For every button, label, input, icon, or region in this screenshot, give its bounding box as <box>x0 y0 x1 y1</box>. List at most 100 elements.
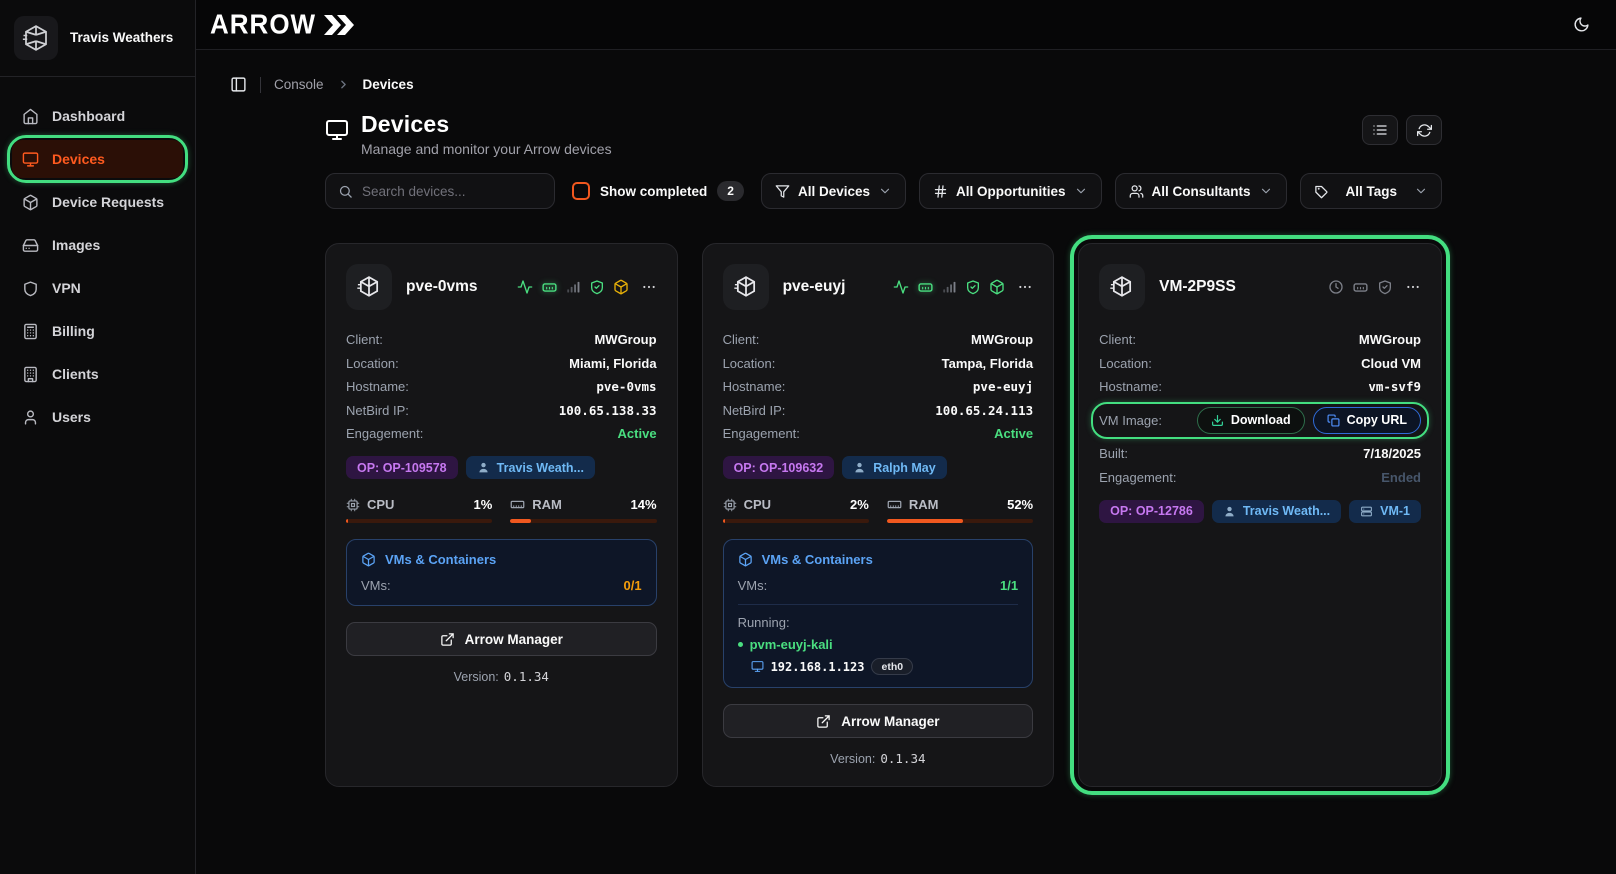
arrow-manager-label: Arrow Manager <box>841 714 939 729</box>
breadcrumb-divider <box>260 77 261 93</box>
package-icon <box>22 194 39 211</box>
main-area: ARROW Console Devices <box>196 0 1616 874</box>
search-box[interactable] <box>325 173 555 209</box>
cpu-label: CPU <box>744 497 771 512</box>
vm-ip-row: 192.168.1.123 eth0 <box>738 658 1019 675</box>
version-value: 0.1.34 <box>880 751 925 766</box>
chevron-down-icon <box>1074 184 1088 198</box>
built-row: Built: 7/18/2025 <box>1099 446 1421 461</box>
vms-count: 0/1 <box>623 578 641 593</box>
server-icon <box>1360 505 1373 518</box>
vm-image-label: VM Image: <box>1099 413 1162 428</box>
built-label: Built: <box>1099 446 1128 461</box>
client-row: Client: MWGroup <box>346 332 657 347</box>
dark-mode-toggle[interactable] <box>1573 16 1590 33</box>
location-label: Location: <box>723 356 776 371</box>
ram-bar-fill <box>510 519 530 523</box>
arrow-manager-button[interactable]: Arrow Manager <box>346 622 657 656</box>
filter-all-opportunities[interactable]: All Opportunities <box>919 173 1102 209</box>
vms-containers-panel: VMs & Containers VMs: 1/1 Running: pvm-e… <box>723 539 1034 688</box>
sidebar-item-label: Dashboard <box>52 108 125 124</box>
breadcrumb-console[interactable]: Console <box>274 77 324 92</box>
engagement-label: Engagement: <box>346 426 423 441</box>
consultant-badge[interactable]: Ralph May <box>842 456 947 479</box>
sidebar-item-label: Images <box>52 237 100 253</box>
sidebar-user-header[interactable]: Travis Weathers <box>0 0 195 77</box>
cpu-percent: 1% <box>473 497 492 512</box>
cpu-meter: CPU 2% <box>723 497 869 523</box>
resource-meters: CPU 2% RAM 52% <box>723 497 1034 523</box>
sidebar-item-label: Devices <box>52 151 105 167</box>
netbird-ip-row: NetBird IP: 100.65.138.33 <box>346 403 657 418</box>
filter-all-consultants[interactable]: All Consultants <box>1115 173 1287 209</box>
consultant-badge-label: Travis Weath... <box>497 461 584 475</box>
copy-url-button[interactable]: Copy URL <box>1313 407 1421 434</box>
green-dot-icon <box>738 642 743 647</box>
device-avatar <box>1099 264 1145 310</box>
card-menu-button[interactable] <box>641 279 657 295</box>
device-card-pve-0vms: pve-0vms <box>325 243 678 787</box>
consultant-badge[interactable]: Travis Weath... <box>1212 500 1341 523</box>
cpu-icon <box>723 498 737 512</box>
chevron-down-icon <box>1259 184 1273 198</box>
cpu-bar-fill <box>723 519 726 523</box>
device-cards-grid: pve-0vms <box>325 243 1442 787</box>
person-icon <box>477 461 490 474</box>
consultant-badge[interactable]: Travis Weath... <box>466 456 595 479</box>
refresh-button[interactable] <box>1406 115 1442 145</box>
building-icon <box>22 366 39 383</box>
show-completed-checkbox[interactable] <box>572 182 590 200</box>
arrow-wordmark: ARROW <box>210 9 356 40</box>
vm-badge[interactable]: VM-1 <box>1349 500 1421 523</box>
search-input[interactable] <box>362 184 542 199</box>
download-button[interactable]: Download <box>1197 407 1305 434</box>
opportunity-badge[interactable]: OP: OP-109578 <box>346 456 458 479</box>
vms-count: 1/1 <box>1000 578 1018 593</box>
ram-icon <box>510 497 525 512</box>
sidebar-item-dashboard[interactable]: Dashboard <box>12 97 183 135</box>
hard-drive-icon <box>22 237 39 254</box>
filter-all-tags[interactable]: All Tags <box>1300 173 1442 209</box>
show-completed-toggle[interactable]: Show completed 2 <box>568 181 748 201</box>
ram-meter: RAM 52% <box>887 497 1033 523</box>
card-menu-button[interactable] <box>1017 279 1033 295</box>
monitor-icon <box>325 118 349 157</box>
sidebar-item-images[interactable]: Images <box>12 226 183 264</box>
sidebar-item-users[interactable]: Users <box>12 398 183 436</box>
ram-label: RAM <box>909 497 939 512</box>
cpu-icon <box>346 498 360 512</box>
panel-divider <box>738 604 1019 605</box>
built-value: 7/18/2025 <box>1363 446 1421 461</box>
location-value: Cloud VM <box>1361 356 1421 371</box>
card-menu-button[interactable] <box>1405 279 1421 295</box>
running-label: Running: <box>738 615 1019 630</box>
ellipsis-icon <box>641 279 657 295</box>
cpu-bar-fill <box>346 519 348 523</box>
sidebar-item-device-requests[interactable]: Device Requests <box>12 183 183 221</box>
sidebar-user-name: Travis Weathers <box>70 30 173 46</box>
engagement-row: Engagement: Active <box>723 426 1034 441</box>
list-view-button[interactable] <box>1362 115 1398 145</box>
filter-all-devices[interactable]: All Devices <box>761 173 906 209</box>
opportunity-badge[interactable]: OP: OP-12786 <box>1099 500 1204 523</box>
vms-label: VMs: <box>361 578 391 593</box>
ellipsis-icon <box>1017 279 1033 295</box>
resource-meters: CPU 1% RAM 14% <box>346 497 657 523</box>
hostname-label: Hostname: <box>1099 379 1162 394</box>
sidebar-item-devices[interactable]: Devices <box>12 140 183 178</box>
netbird-ip-row: NetBird IP: 100.65.24.113 <box>723 403 1034 418</box>
sidebar-item-vpn[interactable]: VPN <box>12 269 183 307</box>
client-label: Client: <box>723 332 760 347</box>
cpu-meter: CPU 1% <box>346 497 492 523</box>
hostname-row: Hostname: pve-euyj <box>723 379 1034 394</box>
sidebar-item-billing[interactable]: Billing <box>12 312 183 350</box>
memory-status-icon <box>917 279 934 296</box>
sidebar-toggle-button[interactable] <box>230 76 247 93</box>
location-row: Location: Tampa, Florida <box>723 356 1034 371</box>
ram-meter: RAM 14% <box>510 497 656 523</box>
client-label: Client: <box>1099 332 1136 347</box>
shield-check-status-icon <box>1377 279 1393 295</box>
arrow-manager-button[interactable]: Arrow Manager <box>723 704 1034 738</box>
opportunity-badge[interactable]: OP: OP-109632 <box>723 456 835 479</box>
sidebar-item-clients[interactable]: Clients <box>12 355 183 393</box>
